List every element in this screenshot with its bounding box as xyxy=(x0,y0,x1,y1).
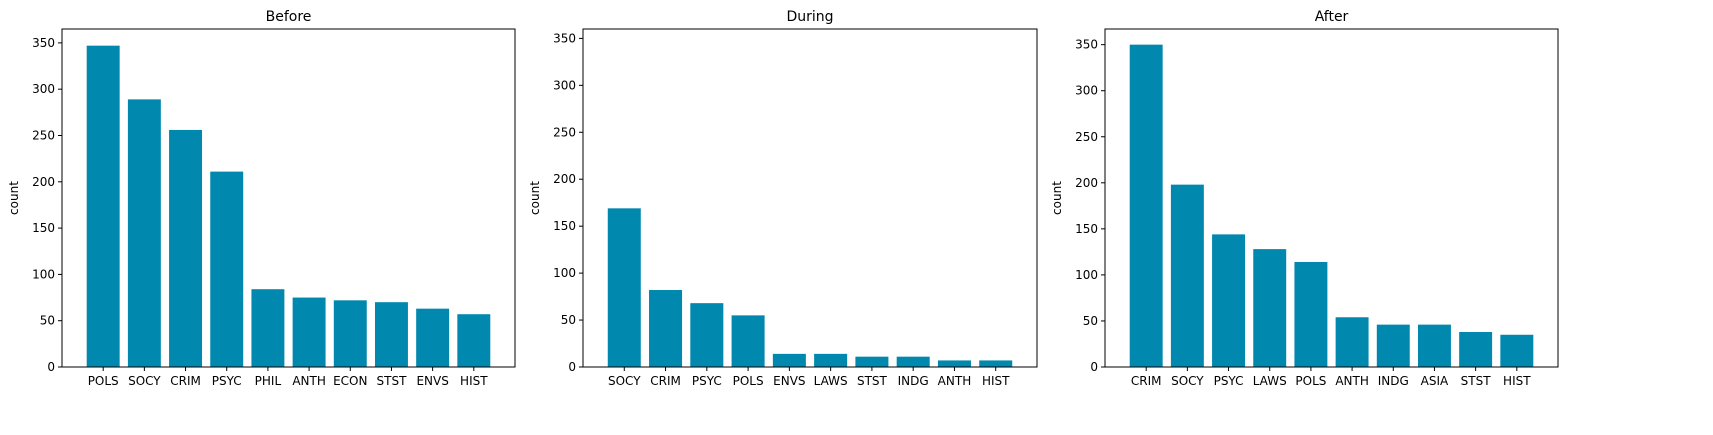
x-tick-label: ECON xyxy=(333,374,367,388)
bar-envs xyxy=(772,353,806,367)
x-tick-label: CRIM xyxy=(650,374,681,388)
x-tick-label: SOCY xyxy=(1171,374,1204,388)
x-tick-label: STST xyxy=(1461,374,1492,388)
y-tick-label: 100 xyxy=(32,267,55,281)
bar-envs xyxy=(416,308,450,367)
bar-pols xyxy=(86,45,120,368)
bar-crim xyxy=(649,290,683,367)
x-tick-label: PHIL xyxy=(255,374,282,388)
bar-laws xyxy=(1253,249,1287,367)
x-tick-label: ANTH xyxy=(938,374,972,388)
bar-anth xyxy=(1335,317,1369,367)
y-tick-label: 200 xyxy=(32,175,55,189)
x-tick-label: ENVS xyxy=(773,374,805,388)
bar-laws xyxy=(814,353,848,367)
x-tick-label: PSYC xyxy=(212,374,242,388)
y-tick-label: 300 xyxy=(32,82,55,96)
bar-stst xyxy=(855,356,889,367)
y-tick-label: 200 xyxy=(1075,176,1098,190)
y-tick-label: 350 xyxy=(553,31,576,45)
panel-after: After count CRIM SOCY PSYC LAWS POLS ANTH INDG… xyxy=(1050,9,1559,388)
bar-crim xyxy=(169,129,203,367)
x-tick-label: INDG xyxy=(1378,374,1409,388)
bar-phil xyxy=(251,289,285,367)
y-tick-label: 250 xyxy=(32,128,55,142)
y-tick-label: 0 xyxy=(47,360,55,374)
y-tick-label: 350 xyxy=(32,36,55,50)
y-tick-label: 250 xyxy=(553,125,576,139)
bar-crim xyxy=(1129,44,1163,367)
bar-psyc xyxy=(1212,234,1246,367)
bar-hist xyxy=(1500,334,1534,367)
plot-frame xyxy=(1104,28,1559,368)
y-tick-label: 100 xyxy=(1075,268,1098,282)
chart-title: Before xyxy=(266,9,312,25)
y-tick-label: 150 xyxy=(553,219,576,233)
bar-socy xyxy=(1170,184,1204,367)
y-tick-label: 350 xyxy=(1075,38,1098,52)
x-tick-label: POLS xyxy=(88,374,119,388)
x-tick-label: CRIM xyxy=(170,374,201,388)
y-tick-label: 100 xyxy=(553,266,576,280)
y-tick-label: 0 xyxy=(1090,360,1098,374)
x-tick-label: LAWS xyxy=(814,374,848,388)
y-tick-label: 150 xyxy=(32,221,55,235)
x-tick-label: STST xyxy=(377,374,408,388)
plot-frame xyxy=(582,28,1038,368)
bar-pols xyxy=(731,315,765,367)
x-tick-label: CRIM xyxy=(1131,374,1162,388)
x-tick-label: POLS xyxy=(733,374,764,388)
plot-frame xyxy=(61,28,516,368)
y-tick-label: 300 xyxy=(553,78,576,92)
bar-socy xyxy=(607,208,641,367)
bar-stst xyxy=(374,302,408,367)
x-tick-label: HIST xyxy=(982,374,1010,388)
bar-anth xyxy=(937,360,971,367)
chart-title: During xyxy=(786,9,833,25)
bar-indg xyxy=(1376,324,1410,367)
y-tick-label: 200 xyxy=(553,172,576,186)
x-tick-label: PSYC xyxy=(692,374,722,388)
y-tick-label: 50 xyxy=(1083,314,1098,328)
y-tick-label: 150 xyxy=(1075,222,1098,236)
chart-title: After xyxy=(1315,9,1349,25)
y-tick-label: 50 xyxy=(40,314,55,328)
x-tick-label: ANTH xyxy=(292,374,326,388)
x-tick-label: HIST xyxy=(1503,374,1531,388)
panel-during: During count SOCY CRIM PSYC POLS ENVS LAWS STS… xyxy=(528,9,1038,388)
bar-pols xyxy=(1294,262,1328,367)
x-tick-label: ENVS xyxy=(416,374,448,388)
bar-indg xyxy=(896,356,930,367)
x-tick-label: SOCY xyxy=(128,374,161,388)
y-tick-label: 0 xyxy=(568,360,576,374)
bar-socy xyxy=(127,99,161,367)
y-tick-label: 50 xyxy=(561,313,576,327)
x-tick-label: PSYC xyxy=(1214,374,1244,388)
x-tick-label: SOCY xyxy=(608,374,641,388)
y-axis-label: count xyxy=(7,181,21,215)
bar-anth xyxy=(292,297,326,367)
y-axis-label: count xyxy=(1050,181,1064,215)
x-tick-label: ANTH xyxy=(1335,374,1369,388)
x-tick-label: INDG xyxy=(898,374,929,388)
y-axis-label: count xyxy=(528,181,542,215)
bar-hist xyxy=(457,314,491,367)
x-tick-label: ASIA xyxy=(1421,374,1449,388)
x-tick-label: POLS xyxy=(1295,374,1326,388)
x-tick-label: HIST xyxy=(460,374,488,388)
bar-stst xyxy=(1459,332,1493,367)
y-tick-label: 300 xyxy=(1075,84,1098,98)
x-tick-label: STST xyxy=(857,374,888,388)
panel-before: Before count POLS SOCY CRIM PSYC PHIL ANTH ECO… xyxy=(7,9,516,388)
bar-psyc xyxy=(690,303,724,367)
bar-hist xyxy=(979,360,1013,367)
y-tick-label: 250 xyxy=(1075,130,1098,144)
x-tick-label: LAWS xyxy=(1253,374,1287,388)
bar-asia xyxy=(1417,324,1451,367)
bar-econ xyxy=(333,300,367,367)
bar-psyc xyxy=(210,171,244,367)
